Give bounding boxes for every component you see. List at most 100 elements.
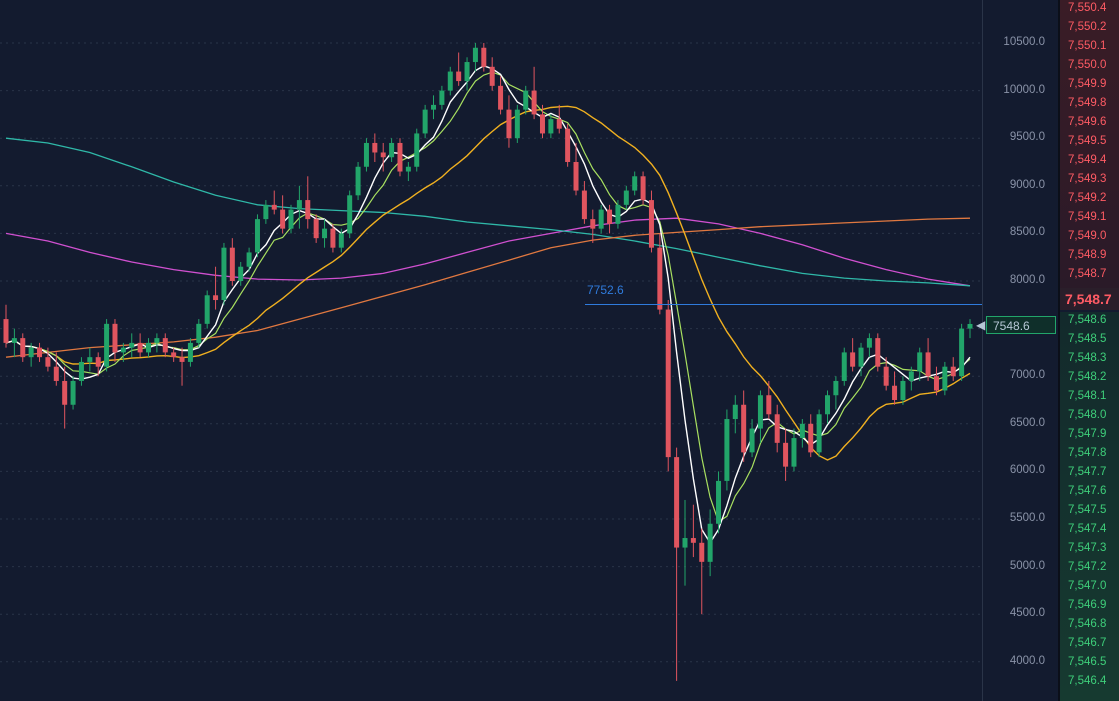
depth-sell-level: 7,549.9 — [1068, 78, 1107, 90]
candle-body — [263, 204, 269, 220]
depth-buy-level: 7,546.4 — [1068, 675, 1107, 687]
depth-sell-level: 7,549.0 — [1068, 230, 1107, 242]
candle-body — [87, 357, 93, 362]
depth-sell-level: 7,548.9 — [1068, 249, 1107, 261]
candle-body — [112, 323, 118, 353]
depth-buy-level: 7,547.7 — [1068, 466, 1107, 478]
candle-body — [53, 366, 59, 381]
candle-body — [674, 457, 680, 548]
candle-body — [716, 480, 722, 524]
depth-sell-level: 7,550.2 — [1068, 21, 1107, 33]
candle-body — [774, 414, 780, 443]
candle-body — [439, 90, 445, 105]
depth-buy-level: 7,548.2 — [1068, 371, 1107, 383]
candle-body — [548, 119, 554, 134]
chart-grid — [0, 42, 982, 663]
price-tick-label: 6500.0 — [1009, 416, 1045, 429]
price-tick-label: 10500.0 — [1003, 36, 1045, 48]
candle-body — [481, 47, 487, 67]
depth-buy-level: 7,546.7 — [1068, 637, 1107, 649]
candle-body — [933, 376, 939, 391]
candle-body — [959, 328, 965, 377]
candlestick-series — [3, 43, 973, 681]
depth-buy-level: 7,547.6 — [1068, 485, 1107, 497]
depth-buy-level: 7,548.3 — [1068, 352, 1107, 364]
candle-body — [246, 252, 252, 267]
price-tick-label: 5500.0 — [1009, 512, 1045, 524]
candle-body — [472, 47, 478, 63]
candle-body — [699, 542, 705, 562]
depth-buy-level: 7,547.2 — [1068, 561, 1107, 573]
candle-body — [523, 90, 529, 110]
candle-body — [422, 109, 428, 134]
price-tick-label: 5000.0 — [1009, 559, 1045, 572]
depth-sell-level: 7,549.8 — [1068, 97, 1107, 109]
depth-sell-level: 7,550.0 — [1068, 59, 1107, 71]
price-tick-label: 10000.0 — [1003, 83, 1045, 96]
depth-buy-level: 7,547.8 — [1068, 447, 1107, 459]
candle-body — [288, 209, 294, 229]
candle-body — [363, 142, 369, 167]
candle-body — [313, 219, 319, 239]
depth-sell-level: 7,549.3 — [1068, 173, 1107, 185]
candle-body — [187, 342, 193, 362]
candle-body — [573, 162, 579, 191]
depth-sell-level: 7,549.4 — [1068, 154, 1107, 166]
candle-body — [556, 119, 562, 129]
moving-average-line — [5, 217, 971, 287]
depth-buy-zone — [1060, 312, 1119, 701]
candle-body — [808, 423, 814, 453]
candle-body — [146, 342, 152, 353]
candle-body — [171, 352, 177, 358]
candle-body — [514, 109, 520, 139]
candle-body — [405, 166, 411, 172]
candle-body — [908, 371, 914, 381]
price-tick-label: 6000.0 — [1009, 464, 1045, 477]
candle-body — [238, 266, 244, 281]
depth-buy-level: 7,548.0 — [1068, 409, 1107, 421]
candle-body — [296, 200, 302, 210]
candle-body — [162, 338, 168, 353]
price-marker-label: 7752.6 — [587, 283, 624, 297]
depth-sell-level: 7,550.4 — [1068, 2, 1107, 14]
candle-body — [749, 428, 755, 453]
candle-body — [607, 209, 613, 224]
price-tick-label: 7000.0 — [1009, 369, 1045, 382]
price-tick-label: 4500.0 — [1009, 607, 1045, 620]
candle-body — [816, 414, 822, 453]
candle-body — [28, 347, 34, 358]
last-price-arrow-icon: ◀ — [976, 318, 986, 332]
candle-body — [45, 357, 51, 367]
moving-average-line — [5, 137, 971, 287]
order-book-depth-axis[interactable]: 7,550.4 7,550.2 7,550.1 7,550.0 7,549.9 7,549… — [1058, 0, 1119, 701]
moving-average-line — [5, 217, 971, 358]
candle-body — [506, 109, 512, 139]
candle-body — [3, 319, 9, 343]
candle-body — [414, 133, 420, 167]
depth-buy-level: 7,547.5 — [1068, 504, 1107, 516]
depth-sell-level: 7,549.5 — [1068, 135, 1107, 147]
candle-body — [330, 228, 336, 248]
price-axis[interactable]: 10500.0 10000.0 9500.0 9000.0 8500.0 8000.0 75… — [982, 0, 1059, 701]
candle-body — [581, 190, 587, 220]
candle-body — [95, 357, 101, 367]
candle-body — [229, 247, 235, 281]
moving-average-line — [5, 71, 971, 523]
candle-body — [154, 338, 160, 343]
candle-body — [397, 142, 403, 172]
depth-current-price: 7,548.7 — [1060, 288, 1119, 310]
price-tick-label: 8000.0 — [1009, 274, 1045, 286]
candle-body — [204, 295, 210, 324]
candle-body — [866, 338, 872, 348]
candle-body — [179, 357, 185, 362]
candle-body — [925, 352, 931, 377]
candle-body — [70, 380, 76, 405]
price-chart[interactable] — [0, 0, 982, 701]
candle-body — [883, 366, 889, 386]
candle-body — [213, 295, 219, 301]
candle-body — [690, 538, 696, 543]
candle-body — [221, 247, 227, 301]
depth-sell-level: 7,549.2 — [1068, 192, 1107, 204]
candle-body — [20, 338, 26, 358]
candle-body — [799, 423, 805, 439]
